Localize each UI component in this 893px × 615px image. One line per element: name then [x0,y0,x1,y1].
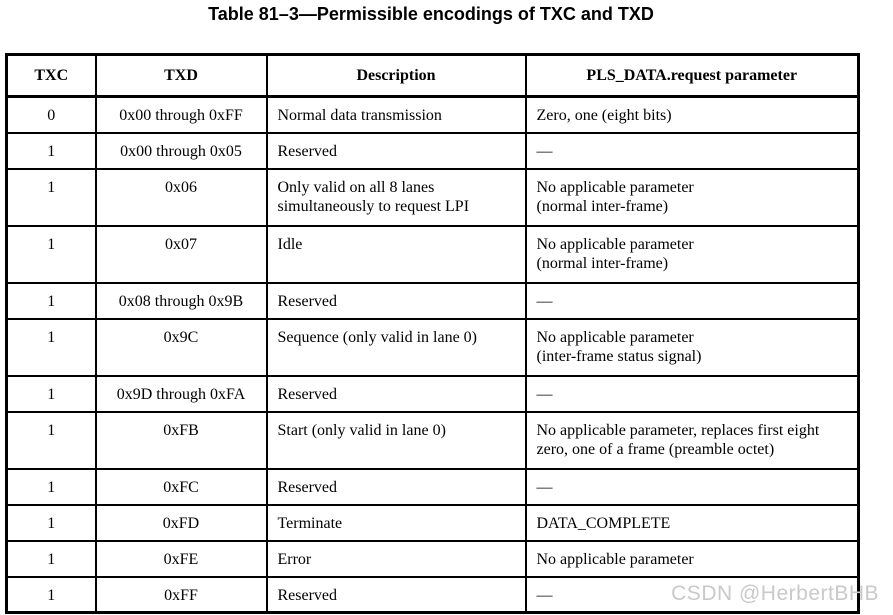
cell-description: Reserved [265,575,527,614]
cell-parameter: No applicable parameter, replaces first … [524,410,860,470]
cell-description: Only valid on all 8 lanes simultaneously… [265,167,527,227]
cell-parameter: — [524,467,860,506]
cell-description: Reserved [265,131,527,170]
cell-description: Reserved [265,467,527,506]
cell-description: Reserved [265,374,527,413]
cell-parameter: — [524,374,860,413]
table-row: 1 0x06 Only valid on all 8 lanes simulta… [5,167,860,227]
cell-description: Normal data transmission [265,95,527,134]
cell-txd: 0x06 [94,167,268,227]
cell-parameter: — [524,575,860,614]
cell-parameter: DATA_COMPLETE [524,503,860,542]
table-row: 1 0xFE Error No applicable parameter [5,539,860,578]
table-title: Table 81–3—Permissible encodings of TXC … [208,4,654,24]
cell-txc: 1 [5,224,97,284]
cell-txc: 1 [5,317,97,377]
table-row: 1 0xFC Reserved — [5,467,860,506]
table-row: 1 0x07 Idle No applicable parameter (nor… [5,224,860,284]
table-row: 1 0xFB Start (only valid in lane 0) No a… [5,410,860,470]
table-row: 1 0x00 through 0x05 Reserved — [5,131,860,170]
header-txd: TXD [94,53,268,98]
cell-txc: 1 [5,281,97,320]
header-txc: TXC [5,53,97,98]
cell-txc: 1 [5,131,97,170]
cell-txd: 0x07 [94,224,268,284]
cell-txd: 0x00 through 0x05 [94,131,268,170]
cell-txd: 0x08 through 0x9B [94,281,268,320]
table-row: 1 0x08 through 0x9B Reserved — [5,281,860,320]
cell-description: Reserved [265,281,527,320]
header-description: Description [265,53,527,98]
table-row: 1 0x9D through 0xFA Reserved — [5,374,860,413]
cell-description: Sequence (only valid in lane 0) [265,317,527,377]
cell-txc: 1 [5,539,97,578]
cell-parameter: No applicable parameter (inter-frame sta… [524,317,860,377]
cell-description: Terminate [265,503,527,542]
cell-parameter: No applicable parameter [524,539,860,578]
cell-description: Error [265,539,527,578]
cell-txd: 0x9D through 0xFA [94,374,268,413]
table-row: 1 0xFD Terminate DATA_COMPLETE [5,503,860,542]
cell-description: Start (only valid in lane 0) [265,410,527,470]
cell-txd: 0xFE [94,539,268,578]
cell-description: Idle [265,224,527,284]
cell-txd: 0xFF [94,575,268,614]
table-row: 1 0x9C Sequence (only valid in lane 0) N… [5,317,860,377]
encodings-table: TXC TXD Description PLS_DATA.request par… [5,53,860,614]
cell-txc: 1 [5,167,97,227]
header-row: TXC TXD Description PLS_DATA.request par… [5,53,860,98]
cell-parameter: No applicable parameter (normal inter-fr… [524,167,860,227]
cell-txd: 0xFD [94,503,268,542]
cell-txc: 0 [5,95,97,134]
cell-parameter: — [524,281,860,320]
header-parameter: PLS_DATA.request parameter [524,53,860,98]
table-row: 0 0x00 through 0xFF Normal data transmis… [5,95,860,134]
cell-parameter: No applicable parameter (normal inter-fr… [524,224,860,284]
cell-txc: 1 [5,374,97,413]
cell-txd: 0x00 through 0xFF [94,95,268,134]
cell-txd: 0x9C [94,317,268,377]
cell-txc: 1 [5,503,97,542]
cell-txc: 1 [5,410,97,470]
cell-txc: 1 [5,575,97,614]
cell-txc: 1 [5,467,97,506]
cell-txd: 0xFB [94,410,268,470]
table-row: 1 0xFF Reserved — [5,575,860,614]
cell-parameter: Zero, one (eight bits) [524,95,860,134]
csdn-watermark: CSDN @HerbertBHB [671,582,879,605]
cell-parameter: — [524,131,860,170]
cell-txd: 0xFC [94,467,268,506]
